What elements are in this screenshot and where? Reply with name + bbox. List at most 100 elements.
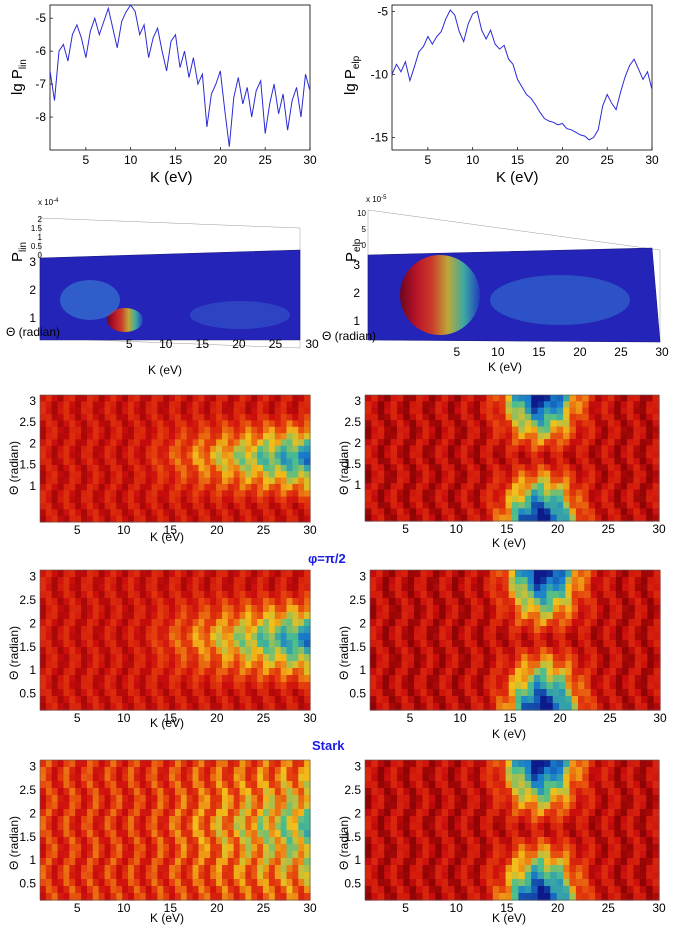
heat-cell: [486, 508, 494, 516]
heat-cell: [92, 483, 100, 491]
heat-cell: [502, 598, 510, 606]
heat-cell: [546, 703, 554, 711]
heat-cell: [163, 483, 170, 491]
heat-cell: [163, 837, 170, 845]
heat-cell: [464, 654, 472, 662]
heat-cell: [556, 464, 564, 472]
heat-cell: [571, 696, 579, 704]
heat-cell: [502, 633, 510, 641]
heat-cell: [274, 844, 282, 852]
heat-cell: [371, 851, 379, 859]
heat-cell: [578, 591, 585, 599]
heat-cell: [186, 496, 194, 504]
x-tick-label: 5: [407, 711, 414, 725]
heat-cell: [365, 809, 372, 817]
heat-cell: [609, 619, 617, 627]
heat-cell: [609, 612, 617, 620]
heat-cell: [452, 675, 459, 683]
heat-cell: [565, 668, 573, 676]
heat-cell: [382, 577, 390, 585]
heat-cell: [40, 795, 47, 803]
heat-cell: [145, 452, 153, 459]
heat-cell: [198, 682, 205, 690]
heat-cell: [245, 433, 252, 440]
heat-cell: [620, 464, 628, 472]
heat-cell: [571, 661, 579, 669]
heat-cell: [175, 647, 182, 655]
heat-cell: [477, 661, 485, 669]
heat-cell: [63, 781, 70, 789]
heat-cell: [257, 458, 264, 466]
heat-cell: [227, 570, 235, 578]
heat-cell: [116, 490, 123, 498]
heat-cell: [441, 483, 449, 491]
heat-cell: [298, 851, 305, 859]
heat-cell: [151, 570, 158, 578]
heat-cell: [198, 577, 205, 585]
heat-cell: [414, 626, 421, 634]
heat-cell: [473, 432, 481, 440]
heat-cell: [175, 872, 182, 880]
heat-cell: [133, 433, 141, 440]
heat-cell: [245, 509, 252, 517]
heat-cell: [304, 605, 311, 613]
heat-cell: [63, 802, 70, 810]
heat-cell: [584, 605, 592, 613]
heat-cell: [268, 809, 276, 817]
heat-cell: [57, 605, 65, 613]
heat-cell: [51, 689, 59, 697]
heat-cell: [502, 640, 510, 648]
heat-cell: [641, 619, 648, 627]
heat-cell: [133, 788, 141, 796]
heat-cell: [251, 837, 258, 845]
heat-cell: [480, 407, 487, 415]
heat-cell: [81, 464, 88, 472]
heat-cell: [428, 514, 436, 522]
heat-cell: [445, 605, 453, 613]
heat-cell: [157, 675, 164, 683]
heat-cell: [233, 640, 241, 648]
heat-cell: [139, 760, 147, 768]
heat-cell: [620, 483, 628, 491]
heat-cell: [81, 879, 88, 887]
heat-cell: [51, 502, 59, 510]
heat-cell: [582, 451, 590, 459]
heat-cell: [263, 509, 270, 517]
heat-cell: [620, 395, 628, 402]
heat-cell: [397, 781, 404, 789]
heat-cell: [565, 598, 573, 606]
heat-cell: [403, 514, 411, 522]
heat-cell: [298, 809, 305, 817]
heat-cell: [641, 612, 648, 620]
heatmap-2-right: Θ (radian) K (eV) 5 10 15 20 25 300.511.522.5…: [337, 570, 667, 741]
heat-cell: [128, 598, 135, 606]
heat-cell: [245, 464, 252, 472]
heat-cell: [222, 395, 229, 402]
heat-cell: [537, 483, 545, 491]
heat-cell: [45, 626, 53, 634]
heat-cell: [210, 774, 217, 782]
heat-cell: [365, 413, 372, 421]
heat-cell: [128, 802, 135, 810]
heat-cell: [304, 837, 311, 845]
heat-cell: [133, 439, 141, 447]
heat-cell: [87, 591, 94, 599]
heat-cell: [87, 781, 94, 789]
heat-cell: [157, 823, 164, 831]
heat-cell: [192, 696, 200, 704]
heat-cell: [480, 426, 487, 434]
heat-cell: [210, 760, 217, 768]
heat-cell: [483, 619, 491, 627]
heat-cell: [57, 515, 65, 523]
heat-cell: [603, 647, 611, 655]
heat-cell: [169, 483, 176, 491]
heat-cell: [180, 570, 188, 578]
heat-cell: [409, 458, 417, 465]
heat-cell: [145, 420, 153, 428]
heat-cell: [263, 760, 270, 768]
heat-cell: [603, 703, 611, 711]
heat-cell: [75, 767, 82, 775]
heat-cell: [286, 598, 293, 606]
heat-cell: [233, 661, 241, 669]
heat-cell: [607, 464, 615, 472]
